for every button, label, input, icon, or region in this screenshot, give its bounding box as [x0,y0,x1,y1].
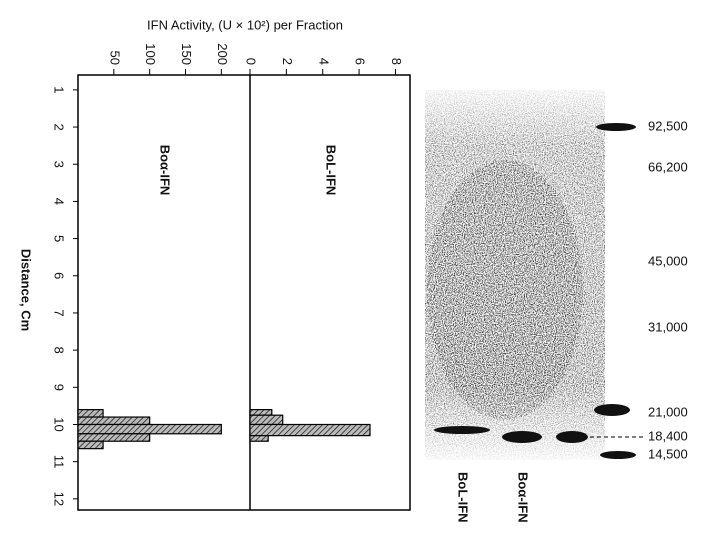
y-tick-label: 7 [52,309,67,316]
panel-label: Boα-IFN [158,145,173,196]
y-tick-label: 9 [52,384,67,391]
x-tick-label: 8 [389,58,404,65]
y-tick-label: 3 [52,161,67,168]
x-tick-label: 50 [107,51,122,65]
x-tick-label: 150 [179,43,194,65]
marker-label: 45,000 [648,253,688,268]
bar [249,409,273,416]
lane-label: Boα-IFN [516,472,531,523]
y-tick-label: 11 [52,455,67,469]
lane-label: BoL-IFN [456,472,471,523]
gel-band [502,431,542,443]
y-tick-label: 6 [52,272,67,279]
x-tick-label: 100 [143,43,158,65]
y-tick-label: 5 [52,235,67,242]
panel-frame [77,74,411,511]
marker-label: 92,500 [648,118,688,133]
y-tick-label: 12 [52,492,67,506]
bar [77,440,104,450]
gel-band [594,404,630,416]
gel-band [434,426,490,434]
marker-label: 66,200 [648,159,688,174]
marker-label: 18,400 [648,428,688,443]
y-tick-label: 8 [52,347,67,354]
x-tick-label: 2 [280,58,295,65]
marker-label: 21,000 [648,404,688,419]
y-tick-label: 2 [52,123,67,130]
gel-band [596,123,636,131]
bar [249,435,269,442]
y-tick-label: 1 [52,86,67,93]
x-tick-label: 0 [244,58,259,65]
bar [77,433,151,442]
x-tick-label: 4 [316,58,331,65]
x-axis-title: IFN Activity, (U × 10²) per Fraction [147,17,343,32]
marker-label: 31,000 [648,319,688,334]
gel-core [427,160,583,420]
bar [77,409,104,418]
y-axis-title: Distance, Cm [19,249,34,331]
bar [77,423,222,435]
x-tick-label: 6 [353,58,368,65]
gel-image [425,90,644,460]
panel-label: BoL-IFN [324,145,339,196]
gel-band [600,451,636,459]
marker-label: 14,500 [648,446,688,461]
gel-band [556,431,588,443]
bar [249,423,371,437]
bar [249,414,284,426]
y-tick-label: 4 [52,198,67,205]
bar [77,416,151,426]
x-tick-label: 200 [215,43,230,65]
y-tick-label: 10 [52,417,67,431]
